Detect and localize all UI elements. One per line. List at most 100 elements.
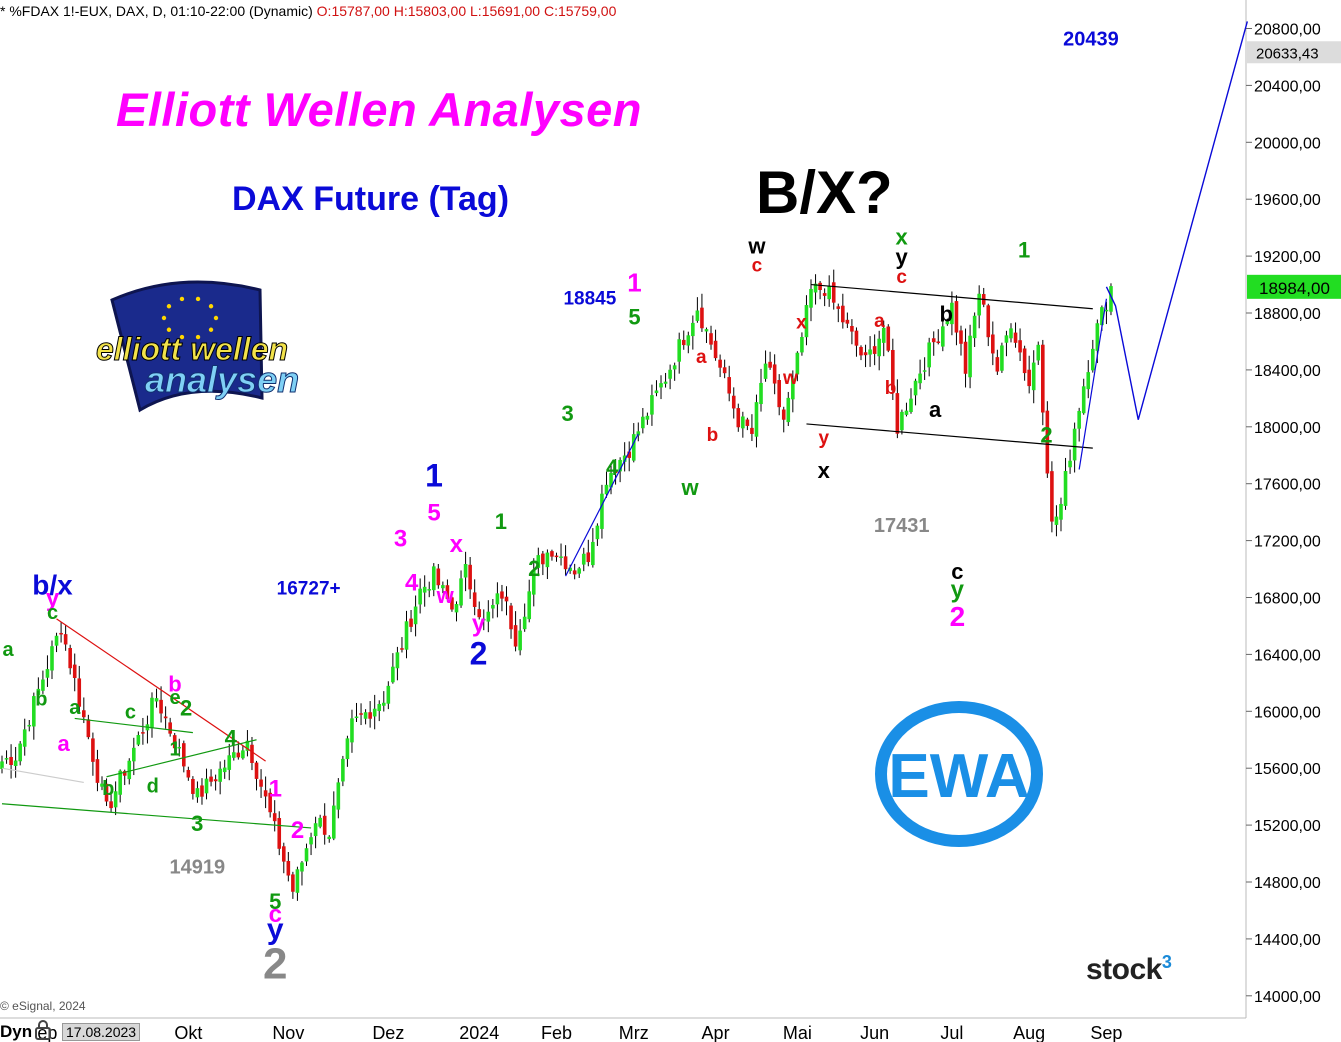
y-tick-label: 18400,00 <box>1254 363 1321 380</box>
candle <box>527 579 532 623</box>
wave-label: x <box>896 225 909 250</box>
candle <box>172 732 177 753</box>
candle <box>700 293 704 332</box>
candle <box>100 776 104 791</box>
candle <box>336 778 341 819</box>
wave-label: w <box>681 475 700 500</box>
candle <box>281 842 286 874</box>
x-tick-label: Aug <box>1013 1023 1045 1042</box>
candle <box>1009 323 1013 343</box>
candle <box>500 584 504 612</box>
candle <box>354 702 359 723</box>
candle <box>1068 449 1072 474</box>
chart-header: * %FDAX 1!-EUX, DAX, D, 01:10-22:00 (Dyn… <box>0 3 616 19</box>
candle <box>163 706 168 729</box>
candle <box>841 293 845 329</box>
x-tick-label: 2024 <box>459 1023 499 1042</box>
candle <box>204 768 209 800</box>
candle <box>4 750 9 764</box>
candle <box>595 523 600 546</box>
wave-label: 2 <box>950 601 966 632</box>
wave-label: 4 <box>606 455 619 480</box>
candle <box>677 332 682 374</box>
wave-label-bx: B/X? <box>756 159 893 226</box>
candle <box>91 732 95 776</box>
wave-label: 2 <box>180 696 192 721</box>
current-price-label: 18984,00 <box>1259 279 1330 298</box>
elliott-logo-top: elliott wellen <box>96 331 288 367</box>
x-tick-label: Sep <box>1090 1023 1122 1042</box>
candle <box>813 274 818 305</box>
wave-label: 1 <box>627 268 641 298</box>
candle <box>209 769 213 787</box>
wave-label: 2 <box>291 817 304 844</box>
candle <box>931 331 936 356</box>
candle <box>404 610 409 659</box>
x-tick-label: Feb <box>541 1023 572 1042</box>
wave-label: 1 <box>425 458 443 494</box>
candle <box>59 622 63 643</box>
candle <box>968 324 972 389</box>
candle <box>286 852 291 882</box>
candle <box>995 349 1000 375</box>
wave-label: 5 <box>427 500 440 527</box>
wave-label: b <box>168 671 181 696</box>
candle <box>954 295 959 346</box>
candle <box>1000 342 1004 373</box>
candle <box>227 743 232 781</box>
candle <box>895 379 900 439</box>
candle <box>981 287 986 308</box>
candle <box>718 354 722 378</box>
copyright: © eSignal, 2024 <box>0 999 86 1013</box>
wave-label: c <box>125 701 136 723</box>
candle <box>418 578 422 614</box>
candle <box>177 738 182 757</box>
wave-label: c <box>269 901 282 928</box>
candle <box>922 357 927 380</box>
wave-label: d <box>147 775 159 797</box>
candle <box>309 832 313 856</box>
candle <box>759 368 763 412</box>
candle <box>986 303 991 347</box>
candle <box>0 755 4 774</box>
candle <box>750 414 754 442</box>
candle <box>1031 350 1036 404</box>
y-tick-label: 14000,00 <box>1254 989 1321 1006</box>
candle <box>363 709 368 725</box>
wave-label: 2 <box>528 556 540 581</box>
candle <box>604 471 609 498</box>
candle <box>413 595 418 637</box>
wave-label: y <box>896 245 909 270</box>
current-price-box: 18984,00 <box>1247 274 1341 299</box>
candle <box>313 816 318 849</box>
y-axis-panel <box>1246 0 1341 1042</box>
triangle-line-upper <box>74 717 193 734</box>
lock-icon[interactable] <box>34 1020 52 1040</box>
candle <box>863 344 868 368</box>
candle <box>41 670 45 694</box>
candle <box>772 354 777 395</box>
wave-label: 1 <box>1018 238 1030 263</box>
candle <box>613 459 618 485</box>
candle <box>668 364 672 390</box>
candle <box>1018 328 1022 362</box>
candle <box>927 337 931 377</box>
candle <box>900 409 904 435</box>
candle <box>645 412 650 425</box>
candle <box>159 686 163 723</box>
candle <box>550 549 554 561</box>
candle <box>322 803 327 845</box>
candle <box>132 737 136 776</box>
candle <box>250 736 254 771</box>
wave-label: 3 <box>562 401 574 426</box>
elliott-logo-bottom: analysen <box>145 359 299 400</box>
candle <box>1013 322 1018 348</box>
channel-line-lower <box>806 423 1093 449</box>
candle <box>518 619 522 656</box>
trend-line <box>1 803 312 829</box>
y-tick-label: 17600,00 <box>1254 477 1321 494</box>
candle <box>977 285 981 329</box>
candle <box>195 781 200 803</box>
y-tick-label: 17200,00 <box>1254 534 1321 551</box>
